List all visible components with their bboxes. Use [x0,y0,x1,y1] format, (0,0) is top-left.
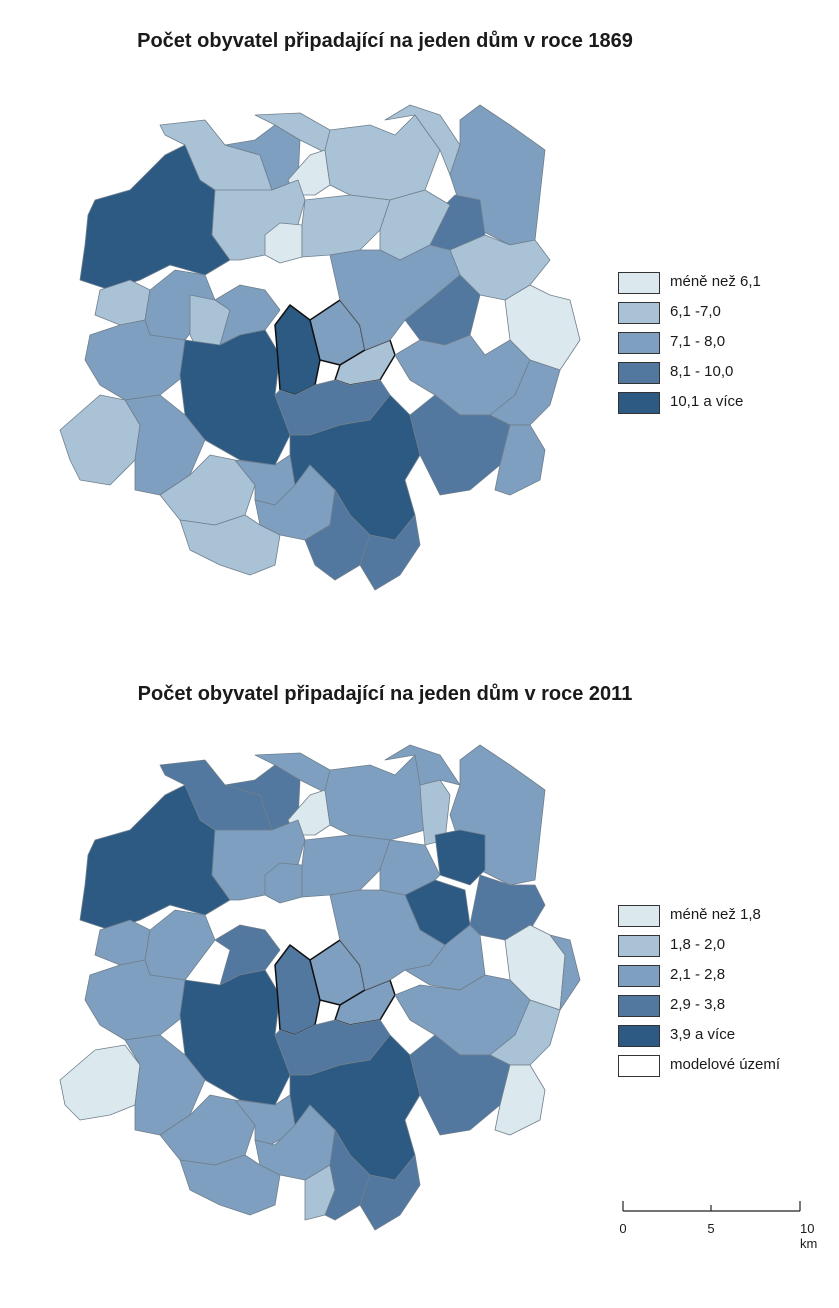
district-west [79,784,231,931]
legend-swatch [618,362,660,384]
district-south-east-light [494,1064,546,1136]
legend-swatch [618,995,660,1017]
district-center-north [301,194,391,258]
district-north-4 [324,114,441,201]
district-center-north-2 [379,839,441,896]
district-center-north [301,834,391,898]
legend-swatch [618,935,660,957]
legend-label: 7,1 - 8,0 [670,333,726,350]
legend-swatch [618,1025,660,1047]
scale-label-5: 5 [707,1221,715,1236]
legend-swatch [618,272,660,294]
legend-label: 3,9 a více [670,1026,736,1043]
legend-swatch [618,392,660,414]
map-title-1869: Počet obyvatel připadající na jeden dům … [137,30,633,52]
scale-bar-line [622,1201,801,1212]
legend-label: 10,1 a více [670,393,744,410]
legend-swatch [618,332,660,354]
district-south-east-2 [494,424,546,496]
district-south-5 [179,1154,281,1216]
legend-label: méně než 6,1 [670,273,761,290]
district-south-4 [359,1154,421,1231]
legend-swatch [618,1055,660,1077]
choropleth-map-2011 [59,744,581,1231]
scale-label-10km: 10 km [800,1221,818,1251]
choropleth-map-1869 [59,104,581,591]
district-north-east-dark [434,829,486,886]
district-south-west-light [59,1044,141,1121]
scale-label-0: 0 [619,1221,627,1236]
district-east-2 [549,934,581,1011]
district-west-3 [144,909,216,981]
legend-label: 6,1 -7,0 [670,303,721,320]
legend-swatch [618,302,660,324]
district-south-4 [359,514,421,591]
district-north-1 [224,764,301,831]
district-south-west-light [59,394,141,486]
legend-label: modelové území [670,1056,781,1073]
district-north-6 [384,744,461,786]
district-west [79,144,231,291]
legend-swatch [618,905,660,927]
legend-label: 8,1 - 10,0 [670,363,734,380]
district-north-1 [224,124,301,191]
legend-label: 2,9 - 3,8 [670,996,726,1013]
legend-label: 1,8 - 2,0 [670,936,726,953]
district-south-light [179,514,281,576]
map-title-2011: Počet obyvatel připadající na jeden dům … [137,683,633,705]
legend-swatch [618,965,660,987]
legend-label: méně než 1,8 [670,906,761,923]
legend-label: 2,1 - 2,8 [670,966,726,983]
scale-bar: 0 5 10 km [610,1195,830,1251]
district-center-2 [404,924,486,991]
